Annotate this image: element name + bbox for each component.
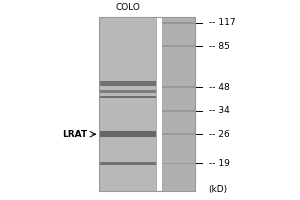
Bar xyxy=(162,17,195,191)
Bar xyxy=(162,133,195,135)
Text: -- 48: -- 48 xyxy=(209,83,230,92)
Text: -- 34: -- 34 xyxy=(209,106,230,115)
Bar xyxy=(162,110,195,112)
Bar xyxy=(100,96,156,98)
Text: -- 85: -- 85 xyxy=(209,42,230,51)
Bar xyxy=(100,81,156,86)
Text: -- 26: -- 26 xyxy=(209,130,230,139)
Bar xyxy=(100,90,156,93)
Bar xyxy=(162,86,195,88)
Bar xyxy=(100,17,156,191)
Text: LRAT: LRAT xyxy=(62,130,88,139)
Bar xyxy=(100,162,156,165)
Text: -- 117: -- 117 xyxy=(209,18,236,27)
Bar xyxy=(162,163,195,164)
Bar xyxy=(162,45,195,47)
Bar xyxy=(162,22,195,24)
Bar xyxy=(100,17,195,191)
Bar xyxy=(100,131,156,137)
Text: COLO: COLO xyxy=(115,3,140,12)
Text: (kD): (kD) xyxy=(208,185,227,194)
Text: -- 19: -- 19 xyxy=(209,159,230,168)
